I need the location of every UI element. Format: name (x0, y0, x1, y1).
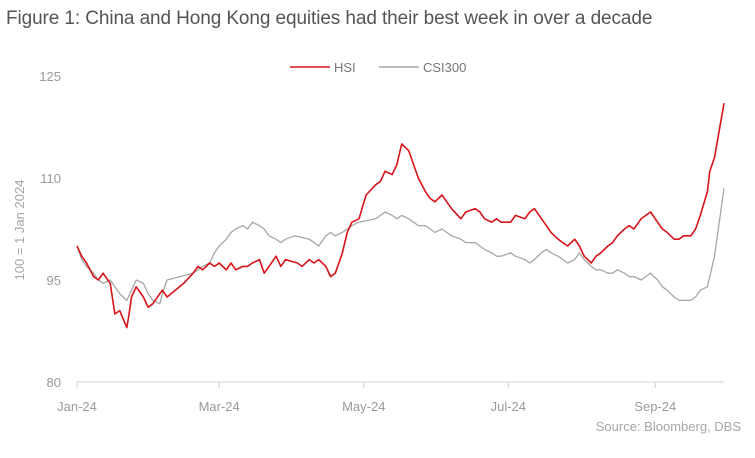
chart-title: Figure 1: China and Hong Kong equities h… (6, 8, 653, 29)
y-tick-label: 95 (47, 273, 61, 288)
x-tick-label: Mar-24 (199, 399, 240, 414)
y-axis-label: 100 = 1 Jan 2024 (12, 180, 27, 281)
x-tick-label: Sep-24 (634, 399, 676, 414)
x-tick-label: May-24 (342, 399, 385, 414)
legend-label-hsi: HSI (334, 60, 356, 75)
x-axis: Jan-24 Mar-24 May-24 Jul-24 Sep-24 (57, 381, 724, 414)
series-line-hsi (76, 103, 725, 329)
x-tick-label: Jan-24 (57, 399, 97, 414)
y-axis-ticks: 80 95 110 125 (39, 69, 61, 390)
x-tick-label: Jul-24 (491, 399, 526, 414)
y-tick-label: 110 (40, 171, 61, 186)
legend-label-csi300: CSI300 (423, 60, 466, 75)
series-line-csi300 (76, 188, 725, 305)
series-layer (76, 103, 725, 329)
y-tick-label: 80 (47, 375, 61, 390)
legend: HSI CSI300 (290, 60, 466, 75)
source-note: Source: Bloomberg, DBS (595, 419, 741, 434)
y-tick-label: 125 (39, 69, 61, 84)
